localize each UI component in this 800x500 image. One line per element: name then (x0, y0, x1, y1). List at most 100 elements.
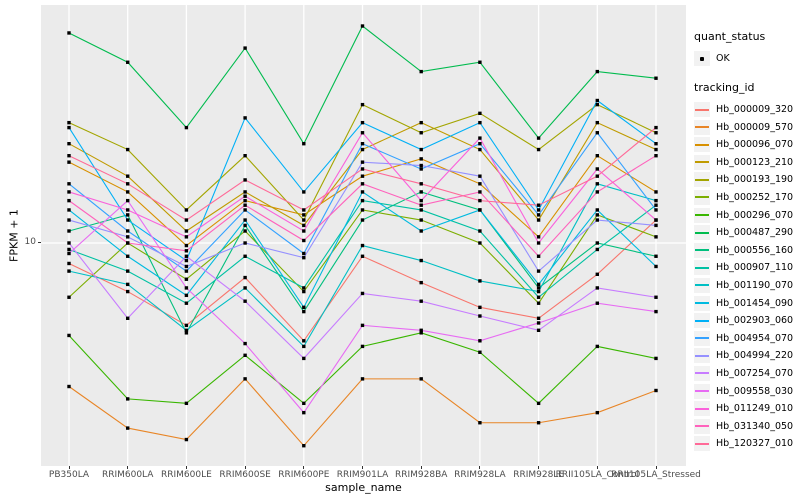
data-point (126, 218, 130, 222)
data-point (360, 190, 365, 194)
data-point (478, 339, 482, 343)
legend-item-Hb_004994_220: Hb_004994_220 (694, 347, 800, 364)
data-point (419, 157, 423, 161)
data-point (419, 182, 423, 186)
data-point (302, 356, 306, 361)
x-tick-mark (185, 466, 187, 469)
data-point (184, 125, 189, 130)
legend-item-Hb_009558_030: Hb_009558_030 (694, 383, 800, 400)
data-point (67, 218, 71, 222)
data-point (595, 131, 599, 135)
legend-item-Hb_007254_070: Hb_007254_070 (694, 365, 800, 382)
legend-item-label: Hb_001190_070 (716, 279, 794, 291)
data-point (243, 154, 247, 158)
data-point (360, 218, 365, 222)
x-tick-mark (479, 466, 481, 469)
legend-title-quant-status: quant_status (694, 30, 766, 43)
data-point (478, 174, 482, 178)
data-point (126, 213, 130, 217)
data-point (419, 208, 423, 212)
data-point (360, 167, 365, 171)
data-point (360, 243, 365, 248)
data-point (478, 314, 482, 318)
legend-item-Hb_000009_320: Hb_000009_320 (694, 101, 800, 118)
data-point (126, 269, 130, 273)
data-point (419, 190, 423, 194)
data-point (419, 218, 423, 222)
data-point (595, 98, 599, 103)
data-point (595, 182, 599, 186)
data-point (654, 190, 658, 194)
data-point (67, 182, 71, 186)
data-point (536, 295, 541, 299)
data-point (360, 102, 365, 107)
x-tick-label: RRII105LA_Stressed (611, 470, 701, 480)
data-point (360, 174, 365, 178)
data-point (67, 198, 71, 203)
data-point (654, 131, 658, 135)
data-point (243, 46, 247, 50)
data-point (302, 213, 306, 217)
data-point (419, 328, 423, 332)
legend-item-Hb_000487_290: Hb_000487_290 (694, 224, 800, 241)
data-point (184, 235, 189, 239)
data-point (536, 269, 541, 273)
line-key-icon (694, 436, 710, 452)
line-key-icon (694, 348, 710, 364)
data-point (536, 316, 541, 320)
data-point (126, 282, 130, 287)
data-point (419, 203, 423, 207)
data-point (126, 316, 130, 320)
x-axis-title: sample_name (325, 481, 402, 494)
data-point (536, 218, 541, 222)
data-point (243, 377, 247, 381)
data-point (419, 299, 423, 303)
data-point (302, 190, 306, 194)
data-point (536, 321, 541, 325)
data-point (243, 203, 247, 207)
data-point (184, 293, 189, 298)
data-point (654, 141, 658, 146)
data-point (126, 190, 130, 194)
data-point (536, 208, 541, 212)
data-point (478, 190, 482, 194)
data-point (67, 154, 71, 158)
data-point (243, 208, 247, 212)
data-point (243, 299, 247, 303)
data-point (360, 377, 365, 381)
data-point (67, 125, 71, 130)
line-key-icon (694, 137, 710, 153)
data-point (595, 247, 599, 252)
data-point (243, 275, 247, 280)
line-key-icon (694, 295, 710, 311)
line-key-icon (694, 242, 710, 258)
legend-item-Hb_000009_570: Hb_000009_570 (694, 119, 800, 136)
legend-item-label: Hb_004994_220 (716, 350, 794, 362)
data-point (536, 147, 541, 152)
data-point (360, 182, 365, 186)
legend-item-label: Hb_000487_290 (716, 227, 794, 239)
data-point (536, 282, 541, 287)
legend-item-label: Hb_000193_190 (716, 174, 794, 186)
x-tick-label: RRIM600SE (219, 470, 271, 480)
x-tick-mark (362, 466, 363, 469)
data-point (126, 174, 130, 178)
legend: quant_status OK tracking_id Hb_000009_32… (694, 30, 800, 453)
data-point (595, 120, 599, 125)
data-point (478, 147, 482, 152)
legend-item-Hb_001190_070: Hb_001190_070 (694, 277, 800, 294)
legend-item-label: Hb_002903_060 (716, 315, 794, 327)
data-point (184, 286, 189, 290)
line-key-icon (694, 154, 710, 170)
data-point (654, 295, 658, 299)
data-point (184, 401, 189, 406)
data-point (360, 254, 365, 258)
data-point (595, 241, 599, 245)
data-point (360, 291, 365, 296)
legend-item-label: Hb_000096_070 (716, 139, 794, 151)
data-point (419, 147, 423, 152)
legend-item-Hb_004954_070: Hb_004954_070 (694, 330, 800, 347)
data-point (654, 356, 658, 361)
data-point (536, 136, 541, 140)
data-point (243, 341, 247, 346)
